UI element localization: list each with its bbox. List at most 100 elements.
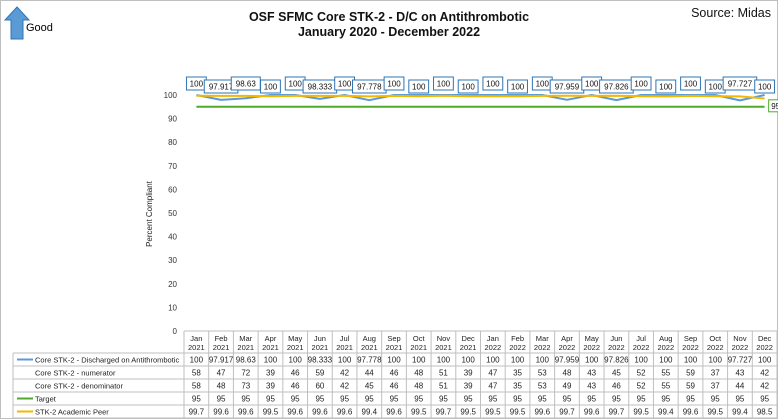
table-cell: 97.727 <box>728 356 753 365</box>
data-label: 100 <box>437 80 451 89</box>
table-cell: 46 <box>390 369 399 378</box>
table-cell: 100 <box>412 356 426 365</box>
data-label: 97.778 <box>357 83 382 92</box>
x-tick-label-year: 2022 <box>657 343 674 352</box>
data-label-box <box>507 79 528 94</box>
target-end-label: 95 <box>771 102 778 111</box>
table-cell: 99.7 <box>559 408 575 417</box>
data-label: 97.826 <box>604 83 629 92</box>
y-tick-label: 20 <box>168 280 177 289</box>
table-cell: 100 <box>536 356 550 365</box>
table-cell: 95 <box>711 395 720 404</box>
x-tick-label-month: May <box>585 334 599 343</box>
table-cell: 42 <box>760 369 769 378</box>
table-cell: 39 <box>266 382 275 391</box>
table-cell: 95 <box>340 395 349 404</box>
table-cell: 39 <box>464 382 473 391</box>
table-cell: 95 <box>217 395 226 404</box>
legend-entry: Core STK-2 - denominator <box>35 382 123 391</box>
good-label: Good <box>26 22 53 34</box>
table-cell: 99.7 <box>189 408 205 417</box>
table-cell: 95 <box>686 395 695 404</box>
data-label: 100 <box>585 80 599 89</box>
table-cell: 95 <box>414 395 423 404</box>
table-cell: 99.5 <box>411 408 427 417</box>
table-cell: 99.4 <box>362 408 378 417</box>
x-tick-label-month: Nov <box>437 334 451 343</box>
table-cell: 59 <box>686 369 695 378</box>
table-cell: 46 <box>612 382 621 391</box>
table-cell: 39 <box>464 369 473 378</box>
y-tick-label: 30 <box>168 256 177 265</box>
x-tick-label-month: Nov <box>733 334 747 343</box>
table-cell: 44 <box>735 382 744 391</box>
x-tick-label-month: Mar <box>239 334 252 343</box>
x-tick-label-year: 2022 <box>732 343 749 352</box>
x-tick-label-year: 2022 <box>559 343 576 352</box>
data-label: 100 <box>289 80 303 89</box>
data-label: 100 <box>634 80 648 89</box>
data-label: 100 <box>190 80 204 89</box>
table-cell: 95 <box>315 395 324 404</box>
table-cell: 48 <box>414 369 423 378</box>
table-cell: 95 <box>760 395 769 404</box>
good-direction-indicator: Good <box>3 6 53 40</box>
x-tick-label-month: May <box>288 334 302 343</box>
legend-entry: Core STK-2 - Discharged on Antithromboti… <box>35 356 179 365</box>
data-label: 97.917 <box>209 83 234 92</box>
table-cell: 49 <box>563 382 572 391</box>
table-cell: 55 <box>661 382 670 391</box>
table-cell: 39 <box>266 369 275 378</box>
table-cell: 45 <box>365 382 374 391</box>
data-label-box <box>630 76 652 91</box>
table-cell: 100 <box>709 356 723 365</box>
legend-entry: STK-2 Academic Peer <box>35 408 109 417</box>
x-tick-label-year: 2021 <box>435 343 452 352</box>
data-label: 100 <box>709 83 723 92</box>
data-label-box <box>754 79 776 94</box>
table-cell: 95 <box>439 395 448 404</box>
table-cell: 100 <box>634 356 648 365</box>
table-cell: 99.5 <box>707 408 723 417</box>
x-tick-label-month: Dec <box>758 334 772 343</box>
x-tick-label-year: 2022 <box>485 343 502 352</box>
table-cell: 99.5 <box>510 408 526 417</box>
table-cell: 60 <box>315 382 324 391</box>
x-tick-label-month: Mar <box>536 334 549 343</box>
table-cell: 48 <box>414 382 423 391</box>
data-label: 98.63 <box>236 80 257 89</box>
x-tick-label-year: 2021 <box>386 343 403 352</box>
table-cell: 35 <box>513 369 522 378</box>
table-cell: 99.5 <box>263 408 279 417</box>
table-cell: 97.959 <box>555 356 580 365</box>
x-tick-label-month: Sep <box>387 334 400 343</box>
table-cell: 47 <box>217 369 226 378</box>
data-label: 100 <box>486 80 500 89</box>
table-cell: 100 <box>387 356 401 365</box>
table-cell: 37 <box>711 382 720 391</box>
table-cell: 100 <box>289 356 303 365</box>
table-cell: 48 <box>563 369 572 378</box>
data-label: 100 <box>387 80 401 89</box>
table-cell: 42 <box>340 382 349 391</box>
x-tick-label-month: Jul <box>340 334 350 343</box>
table-cell: 95 <box>266 395 275 404</box>
x-tick-label-year: 2021 <box>460 343 477 352</box>
table-cell: 100 <box>264 356 278 365</box>
x-tick-label-year: 2022 <box>756 343 773 352</box>
table-cell: 100 <box>338 356 352 365</box>
table-cell: 95 <box>464 395 473 404</box>
table-cell: 42 <box>760 382 769 391</box>
x-tick-label-month: Feb <box>511 334 524 343</box>
table-cell: 52 <box>637 382 646 391</box>
x-tick-label-year: 2021 <box>237 343 254 352</box>
table-cell: 43 <box>587 382 596 391</box>
x-tick-label-month: Oct <box>413 334 426 343</box>
x-tick-label-month: Jun <box>610 334 622 343</box>
table-cell: 99.6 <box>584 408 600 417</box>
table-cell: 97.917 <box>209 356 234 365</box>
table-cell: 95 <box>241 395 250 404</box>
table-cell: 99.6 <box>312 408 328 417</box>
